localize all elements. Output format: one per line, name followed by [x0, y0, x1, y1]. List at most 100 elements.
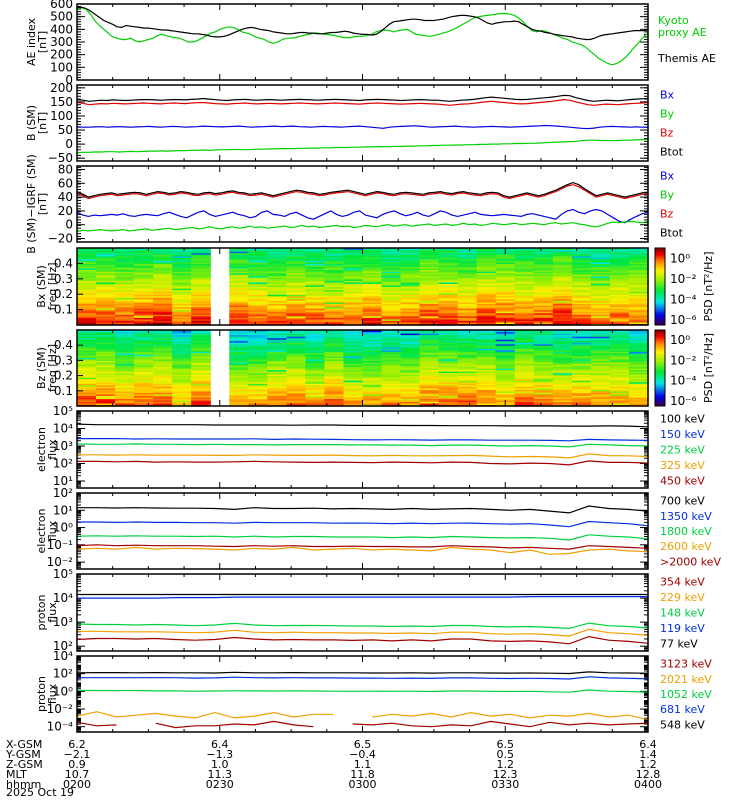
spectrogram-cell	[381, 283, 402, 286]
spectrogram-cell	[248, 369, 268, 372]
spectrogram-cell	[590, 285, 611, 288]
spectrogram-cell	[381, 301, 402, 304]
spectrogram-cell	[77, 396, 97, 399]
spectrogram-cell	[248, 261, 268, 264]
colorbar-swatch	[655, 267, 665, 270]
spectrogram-cell	[267, 349, 287, 352]
spectrogram-cell	[115, 384, 135, 387]
spectrogram-cell	[305, 374, 325, 377]
spectrogram-cell	[400, 294, 421, 297]
spectrogram-cell	[343, 309, 364, 312]
spectrogram-cell	[305, 288, 325, 291]
spectrogram-cell	[571, 337, 592, 340]
spectrogram-cell	[115, 303, 135, 306]
spectrogram-cell	[514, 393, 535, 396]
spectrogram-cell	[533, 403, 554, 406]
spectrogram-cell	[191, 311, 211, 314]
spectrogram-cell	[457, 363, 478, 366]
spectrogram-cell	[324, 342, 344, 345]
spectrogram-cell	[134, 366, 154, 369]
spectrogram-cell	[609, 252, 630, 255]
spectrogram-cell	[438, 266, 459, 269]
spectrogram-cell	[476, 274, 497, 277]
panel-ylabel: proton	[35, 676, 48, 712]
spectrogram-cell	[533, 292, 554, 295]
spectrogram-cell	[590, 277, 611, 280]
spectrogram-cell	[115, 393, 135, 396]
spectrogram-cell	[552, 358, 573, 361]
spectrogram-cell	[172, 375, 192, 378]
spectrogram-cell	[172, 363, 192, 366]
spectrogram-cell	[571, 315, 592, 318]
spectrogram-cell	[400, 358, 421, 361]
spectrogram-cell	[229, 254, 249, 257]
spectrogram-cell	[134, 331, 154, 334]
spectrogram-cell	[248, 396, 268, 399]
spectrogram-cell	[419, 249, 440, 252]
panel-frame	[76, 165, 649, 243]
spectrogram-cell	[191, 298, 211, 301]
spectrogram-cell	[134, 311, 154, 314]
spectrogram-cell	[172, 389, 192, 392]
spectrogram-cell	[476, 380, 497, 383]
spectrogram-cell	[457, 358, 478, 361]
spectrogram-cell	[381, 351, 402, 354]
spectrogram-cell	[362, 349, 383, 352]
spectrogram-cell	[286, 264, 306, 267]
spectrogram-cell	[229, 308, 249, 311]
spectrogram-cell	[153, 333, 173, 336]
spectrogram-cell	[457, 289, 478, 292]
spectrogram-cell	[476, 252, 497, 255]
spectrogram-cell	[457, 334, 478, 337]
spectrogram-cell	[476, 366, 497, 369]
spectrogram-cell	[590, 301, 611, 304]
spectrogram-cell	[476, 358, 497, 361]
spectrogram-cell	[96, 252, 116, 255]
spectrogram-cell	[172, 349, 192, 352]
panel-ylabel: Bz (SM)	[35, 347, 48, 389]
spectrogram-cell	[267, 390, 287, 393]
spectrogram-cell	[153, 337, 173, 340]
spectrogram-cell	[457, 366, 478, 369]
spectrogram-cell	[609, 355, 630, 358]
spectrogram-cell	[343, 401, 364, 404]
spectrogram-cell	[362, 291, 383, 294]
spectrogram-cell	[590, 378, 611, 381]
spectrogram-cell	[571, 306, 592, 309]
spectrogram-cell	[305, 355, 325, 358]
spectrogram-cell	[533, 311, 554, 314]
colorbar-tick-label: 10⁻⁶	[670, 313, 697, 327]
spectrogram-cell	[495, 298, 516, 301]
spectrogram-cell	[476, 301, 497, 304]
spectrogram-cell	[191, 251, 211, 254]
spectrogram-cell	[457, 398, 478, 401]
spectrogram-cell	[552, 346, 573, 349]
spectrogram-cell	[172, 384, 192, 387]
spectrogram-cell	[533, 261, 554, 264]
spectrogram-cell	[267, 260, 287, 263]
spectrogram-cell	[191, 351, 211, 354]
spectrogram-cell	[533, 330, 554, 333]
spectrogram-cell	[457, 301, 478, 304]
spectrogram-cell	[419, 314, 440, 317]
spectrogram-cell	[248, 248, 268, 251]
spectrogram-cell	[248, 277, 268, 280]
spectrogram-cell	[629, 255, 649, 258]
spectrogram-cell	[629, 371, 649, 374]
spectrogram-cell	[96, 320, 116, 323]
spectrogram-cell	[286, 357, 306, 360]
spectrogram-cell	[629, 269, 649, 272]
spectrogram-cell	[381, 311, 402, 314]
spectrogram-cell	[134, 300, 154, 303]
spectrogram-cell	[629, 387, 649, 390]
colorbar-swatch	[655, 396, 665, 399]
spectrogram-cell	[248, 355, 268, 358]
colorbar-swatch	[655, 263, 665, 266]
spectrogram-cell	[362, 360, 383, 363]
spectrogram-cell	[533, 321, 554, 324]
spectrogram-cell	[96, 363, 116, 366]
spectrogram-cell	[629, 311, 649, 314]
spectrogram-cell	[457, 315, 478, 318]
spectrogram-cell	[590, 403, 611, 406]
spectrogram-cell	[438, 321, 459, 324]
